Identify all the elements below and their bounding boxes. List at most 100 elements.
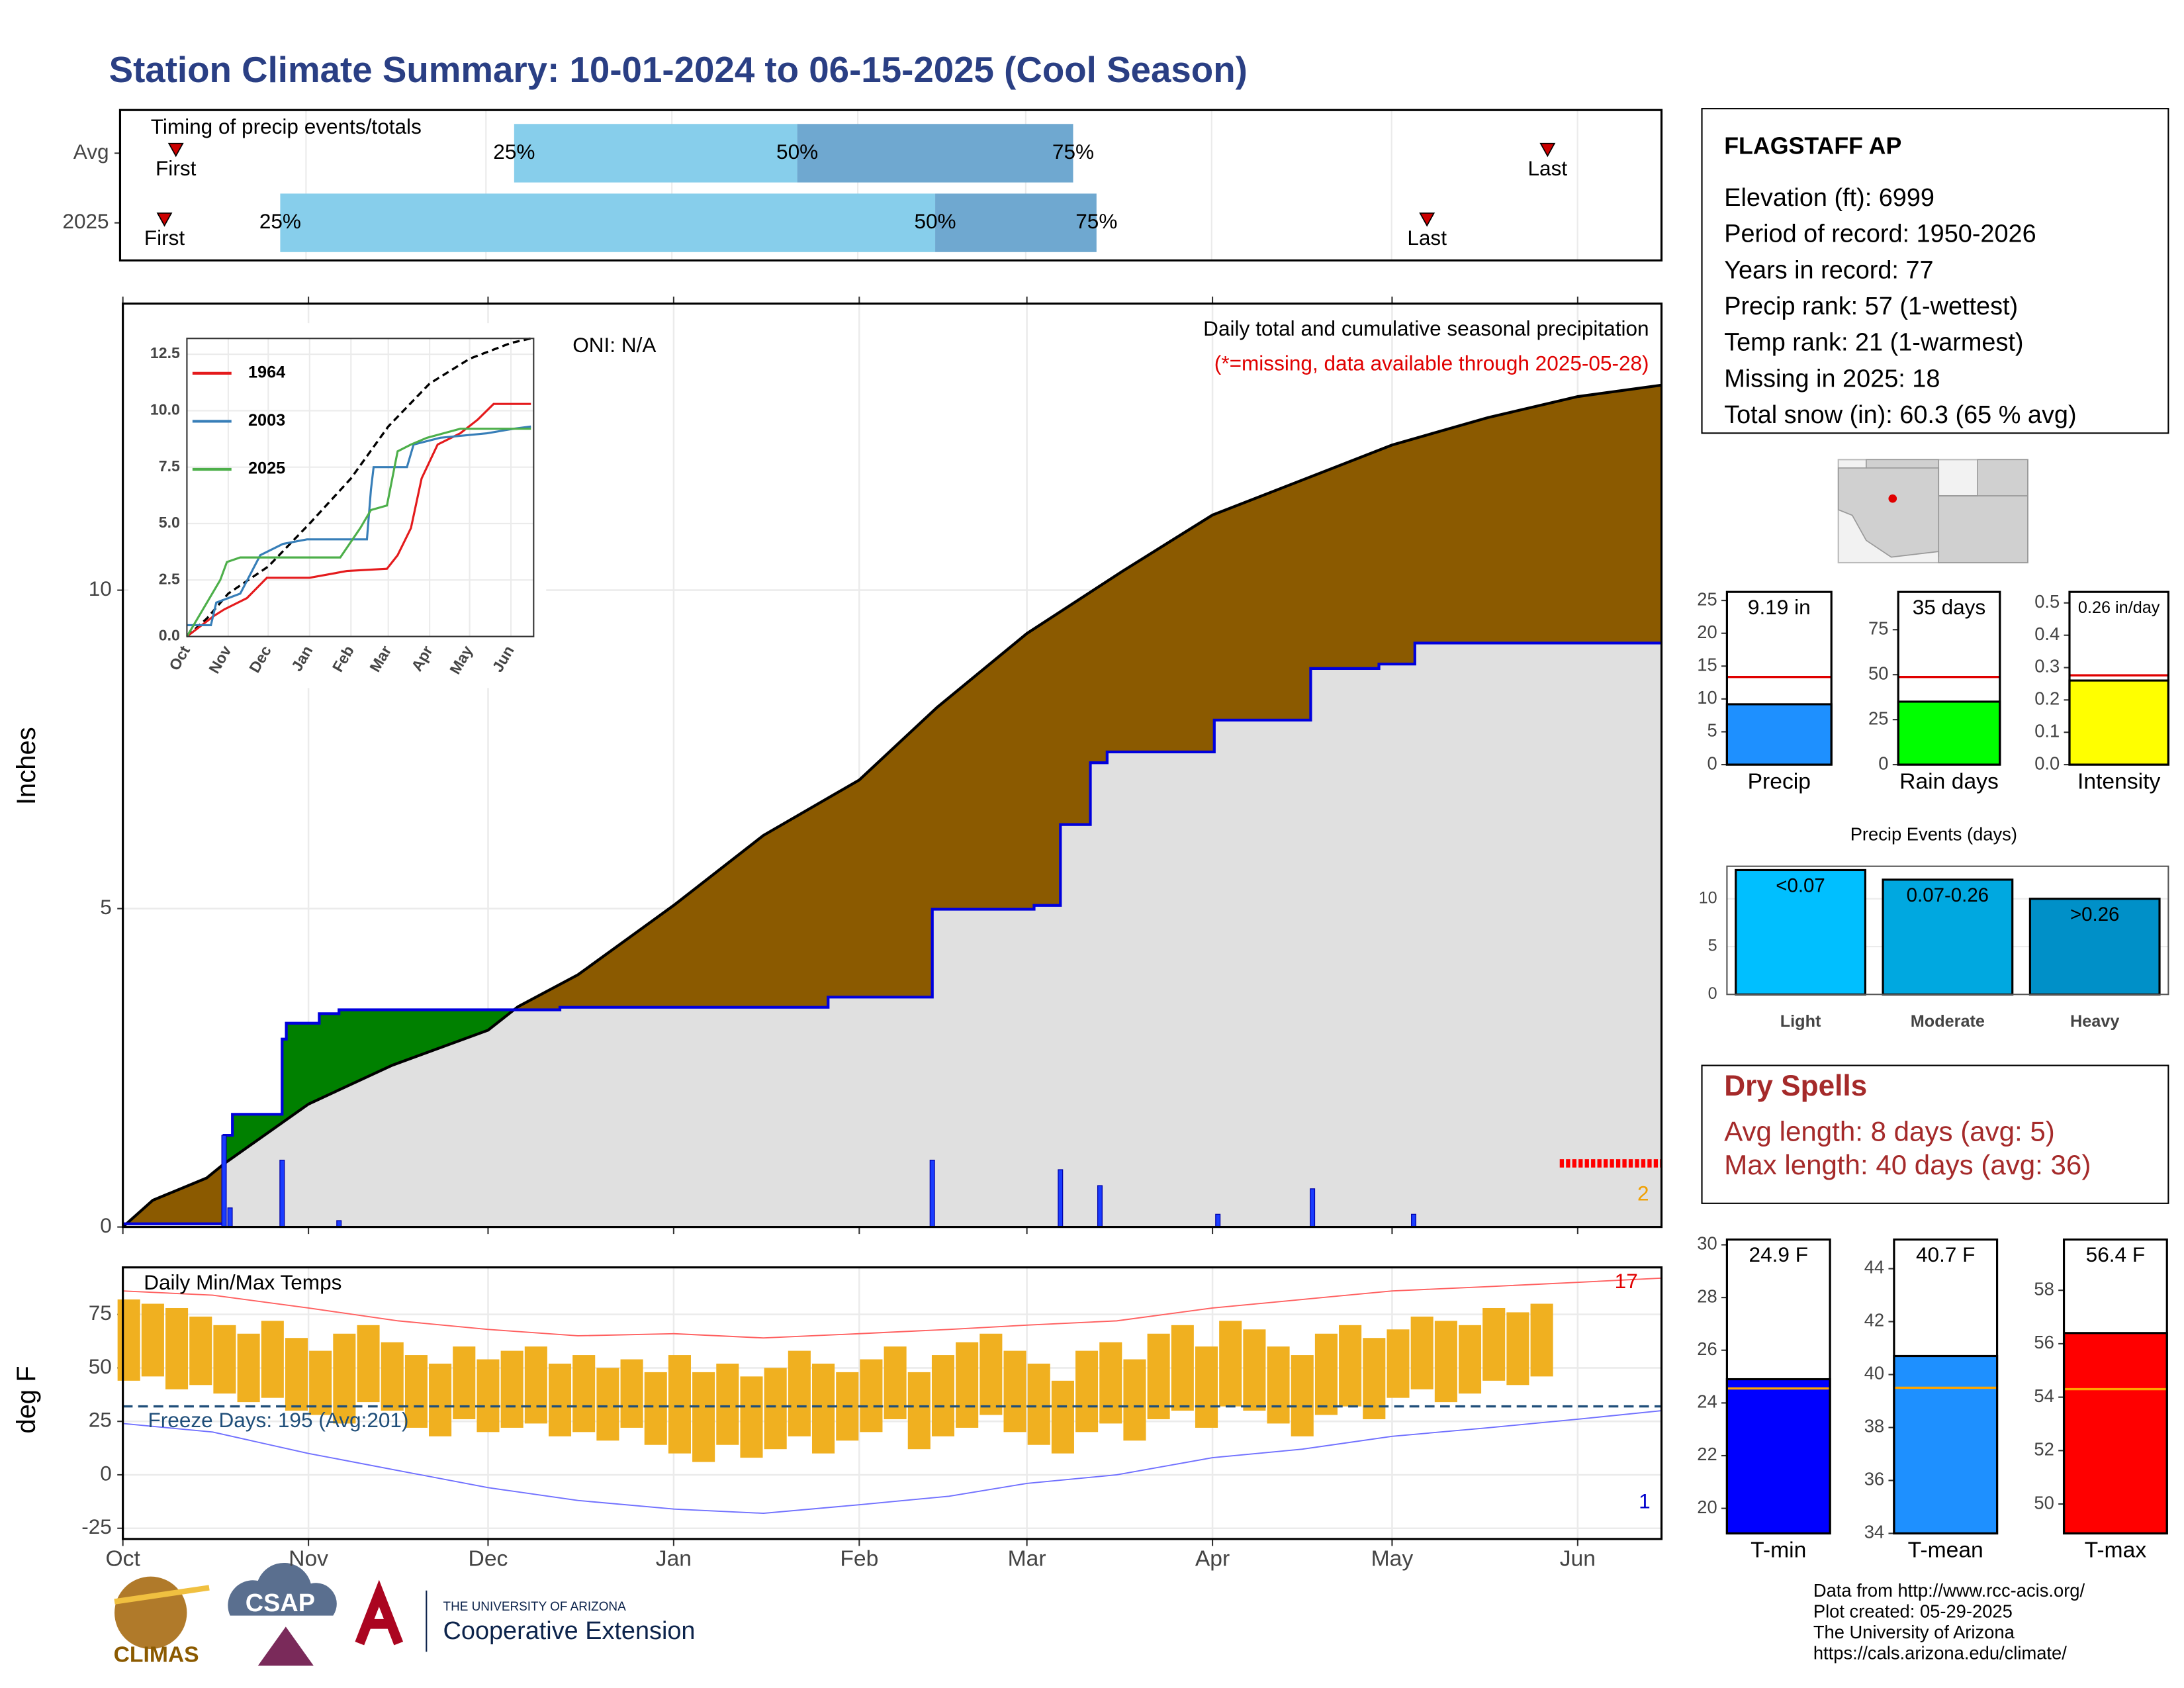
series-line [186, 428, 531, 637]
temp-range-bar [453, 1346, 476, 1419]
daily-bar [1411, 1213, 1417, 1228]
event-marker [156, 212, 173, 227]
temp-range-bar [117, 1299, 140, 1381]
plot-frame [1893, 1238, 1999, 1535]
plot-frame [2062, 1238, 2168, 1535]
temp-range-bar [1291, 1355, 1314, 1436]
footer-line: The University of Arizona [1813, 1622, 2015, 1642]
y-tick-label: 28 [1697, 1286, 1717, 1306]
plot-frame [1725, 590, 1833, 766]
temp-range-bar [285, 1338, 308, 1411]
station-line: Missing in 2025: 18 [1724, 365, 1940, 393]
plot-frame [186, 338, 535, 637]
row-label: 2025 [62, 209, 109, 233]
y-tick-label: 10 [1699, 888, 1717, 907]
event-marker [1419, 212, 1435, 227]
temp-range-bar [189, 1316, 212, 1385]
daily-bar [929, 1159, 935, 1228]
y-tick-label: 10 [89, 577, 112, 600]
annotation: ONI: N/A [572, 333, 656, 357]
temp-range-bar [1410, 1316, 1433, 1389]
y-tick-label: 5 [100, 895, 112, 919]
x-axis-label: T-min [1751, 1538, 1806, 1563]
temp-range-bar [1027, 1363, 1050, 1445]
station-line: Years in record: 77 [1724, 256, 1933, 284]
dry-spells-line: Max length: 40 days (avg: 36) [1724, 1149, 2091, 1180]
temp-range-bar [237, 1333, 260, 1403]
quartile-bar [280, 193, 936, 252]
temp-range-bar [572, 1355, 596, 1432]
annotation: (*=missing, data available through 2025-… [1214, 352, 1649, 375]
logo-ua: THE UNIVERSITY OF ARIZONA [443, 1600, 627, 1614]
y-tick-label: 2.5 [159, 570, 180, 587]
temp-range-bar [381, 1342, 404, 1411]
bin-label: <0.07 [1776, 874, 1825, 896]
y-tick-label: 22 [1697, 1444, 1717, 1464]
y-tick-label: 20 [1697, 622, 1717, 642]
y-tick-label: 0 [100, 1213, 112, 1237]
annotation: 2 [1637, 1182, 1649, 1205]
temp-range-bar [548, 1363, 572, 1436]
x-tick-label: May [1371, 1546, 1414, 1571]
y-tick-label: 5.0 [159, 514, 180, 531]
y-tick-label: 0 [100, 1461, 112, 1485]
x-tick-label: Feb [840, 1546, 878, 1571]
x-axis-label: Intensity [2077, 769, 2161, 794]
record-low-line [122, 1410, 1662, 1515]
bar [1725, 1378, 1831, 1535]
record-high-line [122, 1277, 1662, 1339]
daily-bar [1097, 1185, 1103, 1228]
temp-range-bar [141, 1303, 164, 1377]
event-label: First [144, 226, 185, 250]
event-marker [1539, 142, 1556, 158]
x-tick-label: Dec [469, 1546, 508, 1571]
legend-label: 1964 [248, 363, 285, 382]
station-line: Temp rank: 21 (1-warmest) [1724, 329, 2023, 357]
y-tick-label: 12.5 [150, 344, 180, 361]
x-tick-label: Moderate [1911, 1012, 1985, 1031]
temp-range-bar [333, 1333, 356, 1424]
event-label: First [156, 156, 197, 180]
quartile-label: 75% [1052, 140, 1094, 164]
y-tick-label: 30 [1697, 1233, 1717, 1254]
quartile-label: 25% [259, 209, 301, 233]
bar [1893, 1354, 1999, 1535]
plot-frame [122, 1266, 1663, 1540]
bar [1725, 703, 1833, 766]
temp-range-bar [860, 1359, 883, 1432]
y-tick-label: 20 [1697, 1497, 1717, 1517]
y-tick-label: 15 [1697, 654, 1717, 675]
y-tick-label: 0.1 [2034, 720, 2060, 741]
temp-range-bar [596, 1368, 619, 1441]
x-tick-label: Apr [1195, 1546, 1230, 1571]
temp-range-bar [1243, 1329, 1266, 1411]
temp-range-bar [261, 1321, 284, 1398]
legend-label: 2003 [248, 411, 285, 430]
y-tick-label: 0 [1707, 753, 1717, 773]
series-line [186, 402, 531, 637]
y-tick-label: 50 [2034, 1492, 2054, 1513]
temp-range-bar [764, 1368, 787, 1450]
plot-bg [187, 338, 534, 637]
temp-range-bar [1219, 1321, 1242, 1407]
x-axis-label: T-max [2085, 1538, 2147, 1563]
x-axis-label: Precip [1748, 769, 1811, 794]
value-label: 35 days [1913, 595, 1986, 619]
temp-range-bar [1051, 1380, 1074, 1454]
y-tick-label: 10 [1697, 687, 1717, 708]
quartile-bar [797, 124, 1073, 183]
temp-range-bar [1339, 1325, 1362, 1407]
temp-range-bar [668, 1355, 691, 1454]
bar [2062, 1332, 2168, 1535]
x-tick-label: Jun [1560, 1546, 1596, 1571]
y-tick-label: 0 [1878, 753, 1888, 773]
y-tick-label: 0.5 [2034, 591, 2060, 612]
daily-bar [221, 1135, 227, 1228]
x-tick-label: Nov [289, 1546, 328, 1571]
y-tick-label: 0.3 [2034, 656, 2060, 677]
temp-range-bar [812, 1363, 835, 1454]
y-tick-label: 44 [1864, 1257, 1884, 1278]
station-line: Period of record: 1950-2026 [1724, 220, 2036, 248]
panel-title: Precip Events (days) [1850, 824, 2017, 845]
